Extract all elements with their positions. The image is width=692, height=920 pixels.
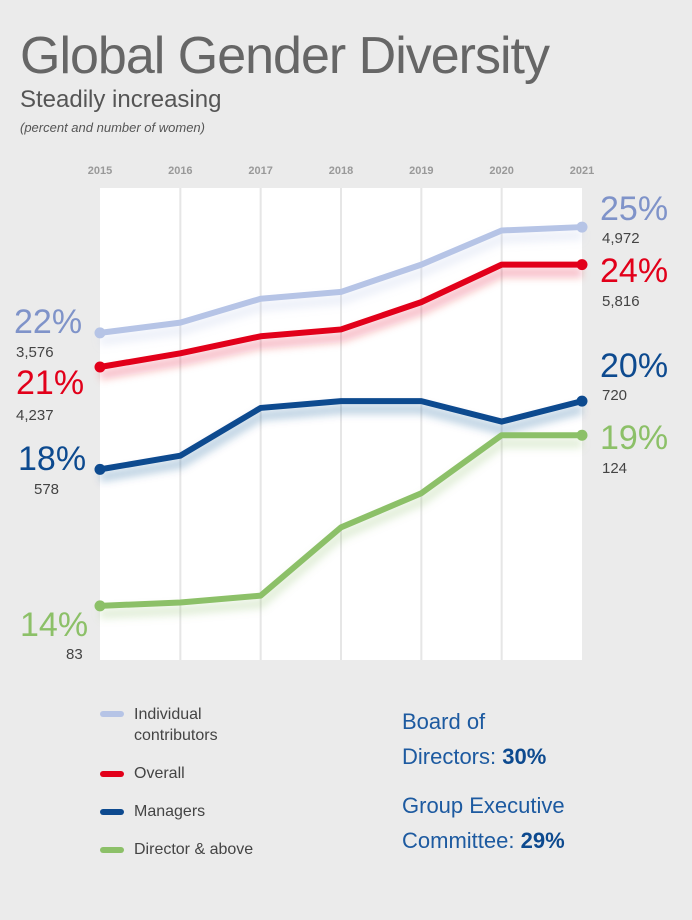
board-line-2: Directors: 30% xyxy=(402,739,565,774)
x-tick-2019: 2019 xyxy=(409,165,433,177)
start-label-director: 14% xyxy=(20,606,88,644)
x-tick-2020: 2020 xyxy=(489,165,513,177)
start-label-individual: 22% xyxy=(14,303,82,341)
legend-label-managers: Managers xyxy=(134,803,206,820)
x-tick-2015: 2015 xyxy=(88,165,112,177)
end-label-individual: 25% xyxy=(600,190,668,228)
data-point-overall-2015 xyxy=(94,361,106,373)
board-line-1: Board of xyxy=(402,709,486,734)
start-count-managers: 578 xyxy=(34,481,59,498)
line-shadow-individual xyxy=(99,230,583,346)
end-count-individual: 4,972 xyxy=(602,230,640,247)
start-label-overall: 21% xyxy=(16,364,84,402)
data-point-individual-2015 xyxy=(94,327,106,339)
chart-legend: Individual contributors Overall Managers… xyxy=(100,704,253,876)
legend-item-director: Director & above xyxy=(100,838,253,876)
data-point-managers-2021 xyxy=(576,395,588,407)
data-point-overall-2021 xyxy=(576,259,588,271)
chart-title: Global Gender Diversity xyxy=(20,27,550,85)
start-count-overall: 4,237 xyxy=(16,407,54,424)
board-line-4: Committee: 29% xyxy=(402,823,565,858)
legend-item-individual: Individual contributors xyxy=(100,704,253,748)
chart-subtitle: Steadily increasing xyxy=(20,86,222,113)
end-count-director: 124 xyxy=(602,460,627,477)
series-line-individual xyxy=(97,224,585,336)
legend-swatch-individual xyxy=(100,711,124,717)
legend-label-individual-2: contributors xyxy=(134,727,218,744)
chart-note: (percent and number of women) xyxy=(20,120,205,135)
line-shadow-overall xyxy=(99,267,582,380)
legend-item-managers: Managers xyxy=(100,800,253,838)
legend-label-individual-1: Individual xyxy=(134,706,202,723)
board-directors-label: Directors: xyxy=(402,744,503,769)
end-label-overall: 24% xyxy=(600,252,668,290)
data-point-managers-2015 xyxy=(94,463,106,475)
x-tick-2016: 2016 xyxy=(168,165,192,177)
data-point-director-2021 xyxy=(576,429,588,441)
data-point-director-2015 xyxy=(94,600,106,612)
x-tick-2018: 2018 xyxy=(329,165,353,177)
legend-item-overall: Overall xyxy=(100,762,253,800)
line-shadow-director xyxy=(99,438,582,619)
exec-committee-label: Committee: xyxy=(402,828,521,853)
legend-label-director: Director & above xyxy=(134,841,254,858)
legend-swatch-managers xyxy=(100,809,124,815)
legend-label-overall: Overall xyxy=(134,765,185,782)
exec-committee-value: 29% xyxy=(520,828,565,853)
line-chart: 2015 2016 2017 2018 2019 2020 2021 22% 3,576 25%… xyxy=(14,165,668,663)
start-count-individual: 3,576 xyxy=(16,344,54,361)
board-directors-value: 30% xyxy=(502,744,547,769)
series-line-director xyxy=(97,432,585,609)
x-tick-2021: 2021 xyxy=(570,165,594,177)
legend-swatch-director xyxy=(100,847,124,853)
end-count-managers: 720 xyxy=(602,387,627,404)
series-line-managers xyxy=(97,398,585,473)
data-point-individual-2021 xyxy=(576,221,588,233)
start-count-director: 83 xyxy=(66,646,83,663)
board-stats: Board of Directors: 30% Group Executive … xyxy=(402,704,565,858)
x-tick-2017: 2017 xyxy=(248,165,272,177)
series-line-overall xyxy=(97,261,585,370)
start-label-managers: 18% xyxy=(18,440,86,478)
legend-swatch-overall xyxy=(100,771,124,777)
board-line-3: Group Executive xyxy=(402,793,565,818)
end-count-overall: 5,816 xyxy=(602,293,640,310)
end-label-director: 19% xyxy=(600,419,668,457)
end-label-managers: 20% xyxy=(600,347,668,385)
line-shadow-managers xyxy=(99,404,584,483)
